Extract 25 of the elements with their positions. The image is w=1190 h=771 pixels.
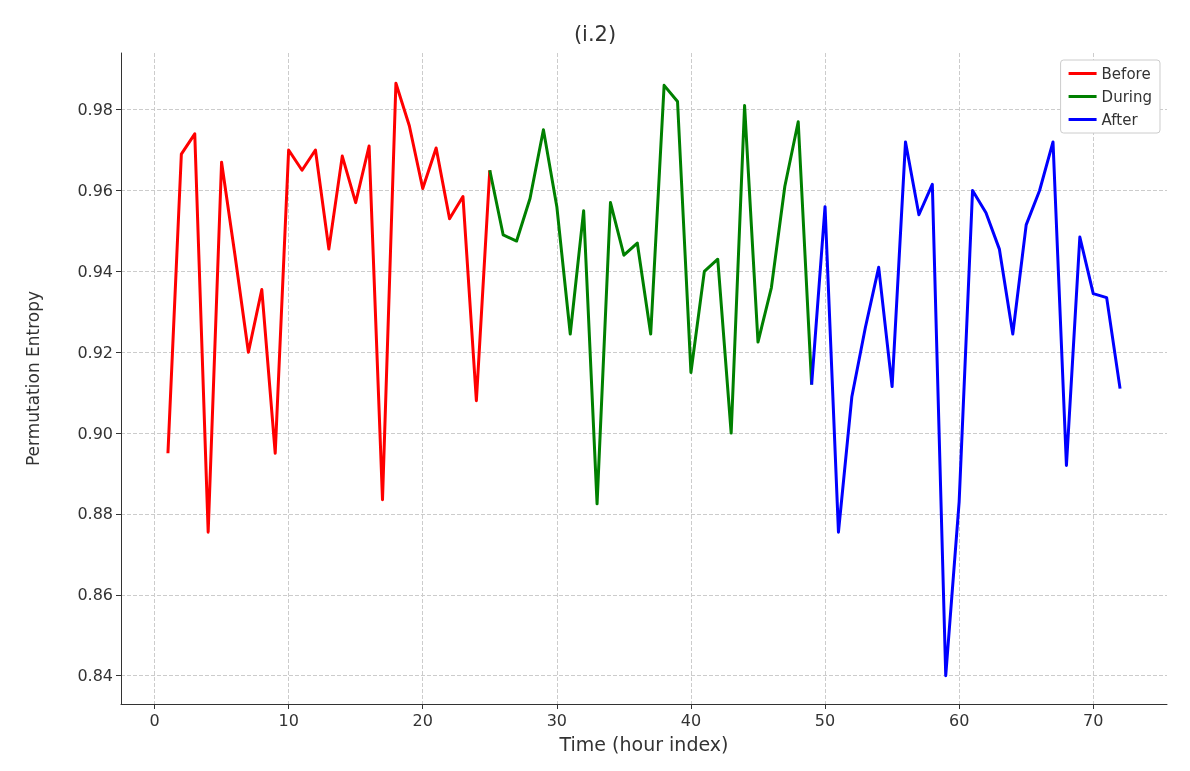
legend-label: During [1101,87,1152,106]
x-axis-title: Time (hour index) [558,732,729,755]
x-tick-label: 10 [278,710,299,730]
x-tick-label: 20 [412,710,433,730]
y-tick-label: 0.96 [77,180,113,200]
y-axis-title: Permutation Entropy [22,290,43,467]
x-tick-label: 0 [149,710,160,730]
line-series [488,83,814,506]
x-tick-label: 50 [814,710,836,730]
y-tick-label: 0.94 [77,261,113,281]
legend-label: Before [1101,64,1151,83]
x-tick-label: 70 [1083,710,1104,730]
y-tick-label: 0.92 [77,342,113,362]
x-tick-label: 60 [948,710,970,730]
y-tick-label: 0.84 [77,666,113,686]
line-series [166,81,492,534]
y-tick-label: 0.88 [77,504,113,524]
line-series [810,140,1122,678]
legend-label: After [1101,110,1139,129]
chart-title: (i.2) [573,21,617,46]
y-tick-label: 0.86 [77,585,113,605]
x-tick-label: 30 [546,710,568,730]
x-tick-label: 40 [680,710,702,730]
y-tick-label: 0.90 [77,423,113,443]
y-tick-label: 0.98 [77,100,113,120]
